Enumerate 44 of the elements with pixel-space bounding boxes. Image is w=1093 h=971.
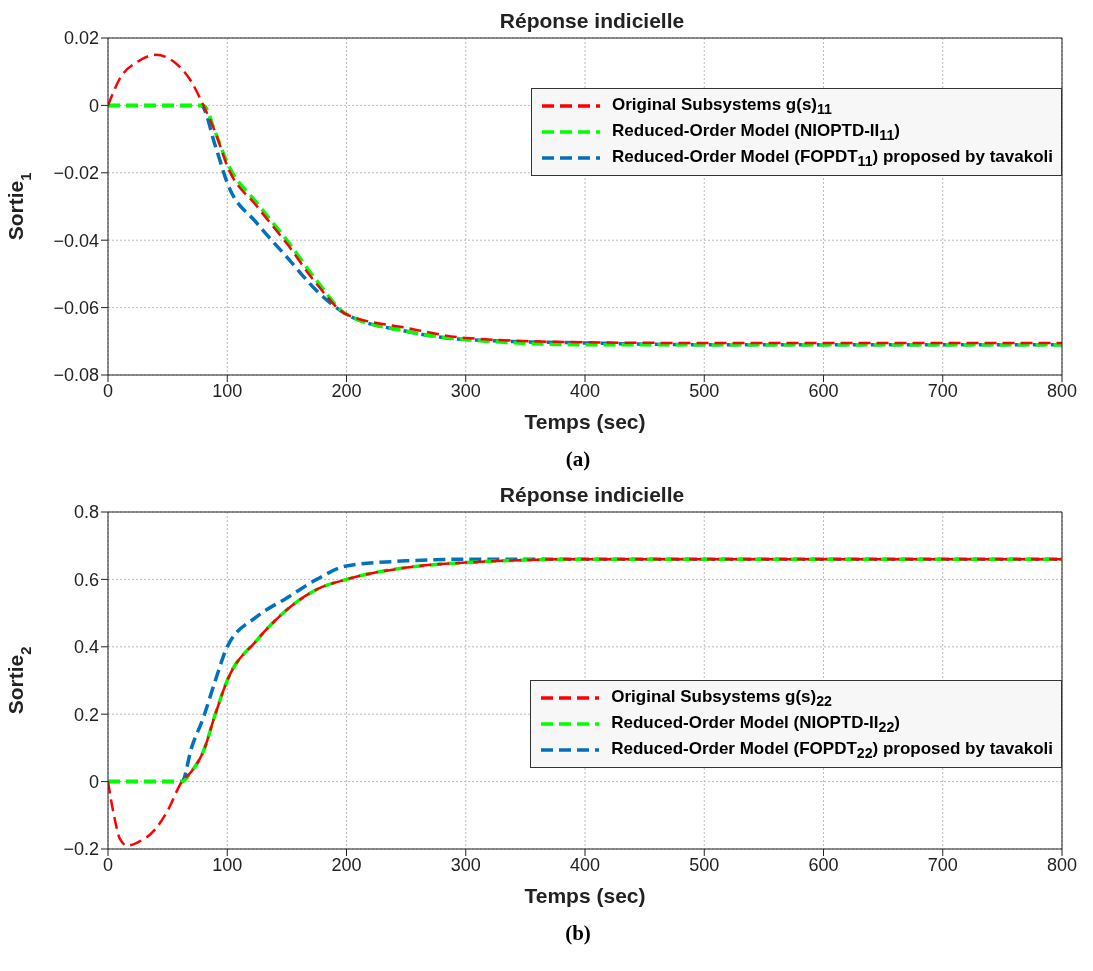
x-tick-label: 0 bbox=[102, 854, 114, 875]
legend-label: Original Subsystems g(s)$_{22}$ bbox=[611, 686, 832, 710]
x-tick-label: 600 bbox=[808, 380, 839, 401]
text: (a) bbox=[564, 447, 592, 472]
x-tick-label: 800 bbox=[1046, 380, 1078, 401]
y-tick-label: 0.8 bbox=[73, 502, 99, 523]
x-tick-label: 500 bbox=[689, 380, 720, 401]
chart-title: Réponse indicielle bbox=[499, 9, 685, 32]
y-tick-label: 0.02 bbox=[63, 28, 99, 49]
x-tick-label: 700 bbox=[927, 380, 958, 401]
legend-label: Reduced-Order Model (FOPDT$_{22}$) proposed by tavakoli bbox=[611, 738, 1053, 762]
x-tick-label: 0 bbox=[102, 380, 114, 401]
x-tick-label: 700 bbox=[927, 854, 958, 875]
y-tick-label: −0.04 bbox=[53, 230, 99, 251]
y-tick-label: −0.2 bbox=[63, 839, 99, 860]
x-tick-label: 300 bbox=[450, 380, 481, 401]
x-tick-label: 300 bbox=[450, 854, 481, 875]
x-tick-label: 200 bbox=[331, 380, 362, 401]
line-series bbox=[108, 53, 1062, 345]
legend-label: Original Subsystems g(s)$_{11}$ bbox=[612, 94, 832, 118]
chart-title: Réponse indicielle bbox=[499, 483, 685, 506]
legend-label: Reduced-Order Model (FOPDT$_{11}$) proposed by tavakoli bbox=[612, 146, 1053, 170]
y-tick-label: 0.6 bbox=[73, 569, 99, 590]
y-tick-label: 0.2 bbox=[73, 704, 99, 725]
x-tick-label: 200 bbox=[331, 854, 362, 875]
x-axis-title: Temps (sec) bbox=[524, 884, 646, 907]
text: (b) bbox=[564, 921, 592, 946]
x-tick-label: 400 bbox=[569, 854, 601, 875]
x-tick-label: 100 bbox=[212, 854, 243, 875]
y-tick-label: −0.06 bbox=[53, 297, 99, 318]
legend-label: Reduced-Order Model (NIOPTD-II$_{11}$) bbox=[612, 120, 900, 144]
x-tick-label: 800 bbox=[1046, 854, 1078, 875]
y-tick-label: −0.02 bbox=[53, 163, 99, 184]
x-tick-label: 100 bbox=[212, 380, 243, 401]
x-tick-label: 600 bbox=[808, 854, 839, 875]
y-tick-label: 0.4 bbox=[73, 637, 99, 658]
legend-label: Reduced-Order Model (NIOPTD-II$_{22}$) bbox=[611, 712, 900, 736]
x-tick-label: 400 bbox=[569, 380, 601, 401]
x-tick-label: 500 bbox=[689, 854, 720, 875]
x-axis-title: Temps (sec) bbox=[524, 410, 646, 433]
y-tick-label: 0 bbox=[88, 95, 99, 116]
y-tick-label: −0.08 bbox=[53, 365, 99, 386]
y-tick-label: 0 bbox=[88, 771, 99, 792]
line-series bbox=[108, 557, 1062, 784]
